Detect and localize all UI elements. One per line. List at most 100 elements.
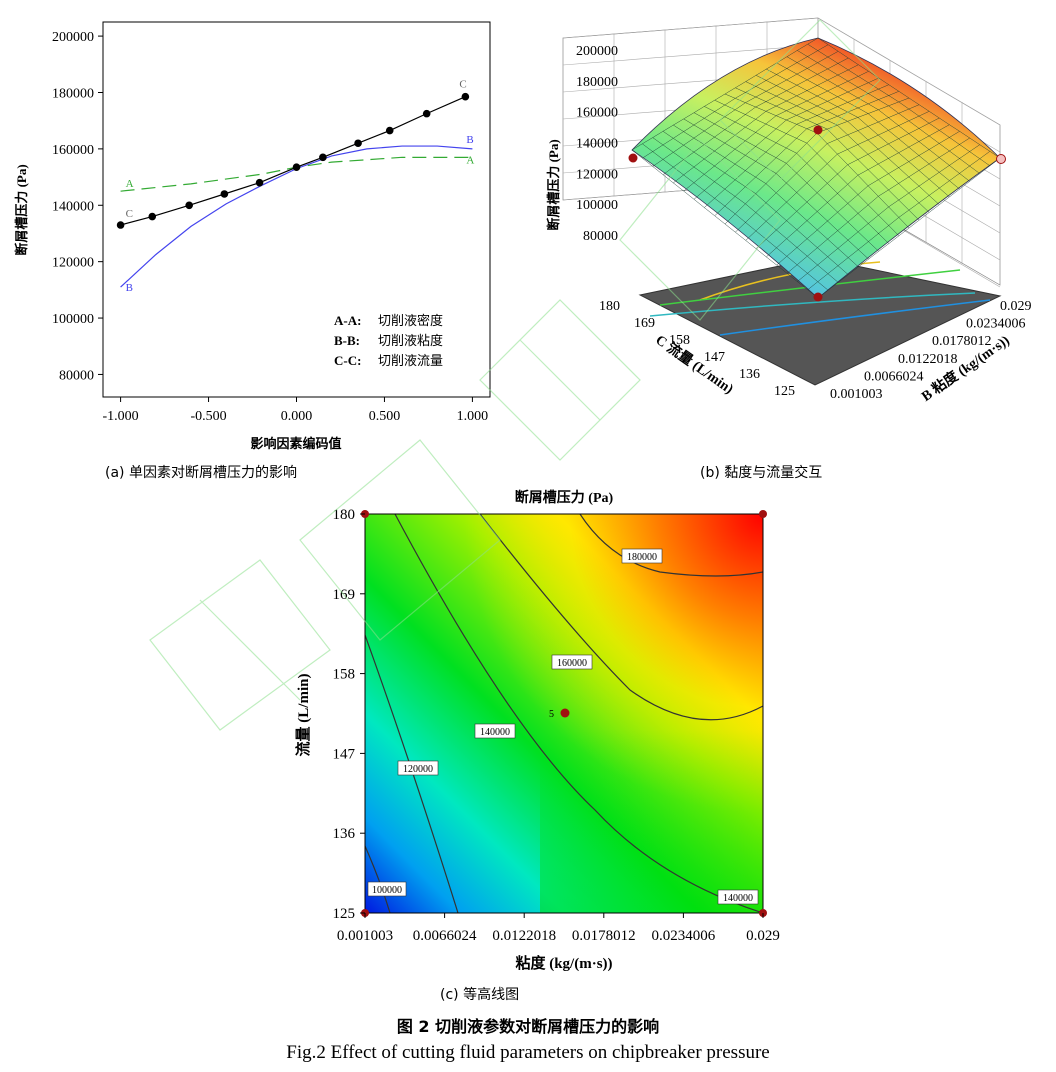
- b-xtick-label: 0.029: [1000, 299, 1032, 314]
- caption-a: (a) 单因素对断屑槽压力的影响: [105, 465, 297, 481]
- a-xtick-label: 0.500: [369, 409, 401, 424]
- b-ztick-label: 160000: [576, 106, 618, 121]
- a-series-point: [292, 163, 301, 172]
- a-series-point: [422, 109, 431, 118]
- b-xtick-label: 0.001003: [830, 387, 883, 402]
- b-ytick-label: 136: [739, 367, 760, 382]
- a-xtick-label: -1.000: [103, 409, 139, 424]
- chart-c: 100000 120000 140000 160000 180000 14000…: [294, 489, 780, 972]
- c-center-point: [560, 708, 570, 718]
- a-series-point: [385, 126, 394, 135]
- c-contour-labels: 100000 120000 140000 160000 180000 14000…: [367, 548, 759, 905]
- b-design-point: [813, 292, 823, 302]
- a-legend-key-2: C-C:: [334, 353, 361, 368]
- panel-c: 100000 120000 140000 160000 180000 14000…: [280, 480, 800, 980]
- c-contour-label: 120000: [403, 764, 433, 775]
- b-xtick-label: 0.0066024: [864, 369, 924, 384]
- a-series-point: [185, 201, 193, 210]
- a-series-label-start: A: [126, 178, 134, 190]
- a-series-label-end: B: [466, 134, 473, 146]
- panel-a: 80000 100000 120000 140000 160000 180000 20000…: [0, 0, 500, 460]
- c-xtick-label: 0.001003: [337, 928, 393, 944]
- a-series-point: [148, 212, 157, 221]
- a-ytick-label: 160000: [52, 143, 94, 158]
- a-series-point: [116, 221, 125, 229]
- caption-c: (c) 等高线图: [440, 987, 520, 1003]
- c-center-point-label: 5: [549, 709, 554, 720]
- a-xlabel: 影响因素编码值: [250, 436, 341, 451]
- a-ytick-label: 80000: [59, 368, 94, 383]
- c-ytick-label: 158: [333, 667, 356, 683]
- b-wall-gridline: [562, 17, 1001, 126]
- c-xtick-label: 0.0122018: [492, 928, 556, 944]
- a-series-line-A: [120, 156, 473, 192]
- c-ytick-label: 180: [333, 507, 356, 523]
- a-legend: A-A: 切削液密度 B-B: 切削液粘度 C-C: 切削液流量: [334, 313, 443, 368]
- b-mesh-line: [797, 144, 980, 282]
- a-ylabel: 断屑槽压力 (Pa): [14, 164, 29, 255]
- a-legend-label-1: 切削液粘度: [378, 333, 443, 348]
- a-legend-key-0: A-A:: [334, 313, 361, 328]
- a-legend-label-2: 切削液流量: [378, 353, 443, 368]
- c-xtick-label: 0.0178012: [572, 928, 636, 944]
- a-ytick-label: 200000: [52, 30, 94, 45]
- a-series-point: [461, 92, 470, 101]
- a-series-label-end: C: [459, 79, 466, 91]
- c-plot-frame: [364, 513, 764, 914]
- c-ytick-label: 136: [333, 826, 356, 842]
- a-xtick-label: -0.500: [190, 409, 226, 424]
- a-series-point: [255, 178, 264, 187]
- b-ztick-label: 100000: [576, 198, 618, 213]
- c-title: 断屑槽压力 (Pa): [515, 489, 614, 506]
- c-contour-label: 180000: [627, 552, 657, 563]
- a-series-point: [354, 139, 362, 148]
- c-xlabel: 粘度 (kg/(m·s)): [515, 954, 612, 972]
- a-xtick-label: 0.000: [281, 409, 313, 424]
- a-series-point: [319, 153, 327, 162]
- c-contour-label: 160000: [557, 658, 587, 669]
- c-design-point: [759, 510, 767, 518]
- b-ztick-label: 200000: [576, 44, 618, 59]
- b-zlabel: 断屑槽压力 (Pa): [546, 139, 561, 230]
- a-series-label-start: B: [126, 282, 133, 294]
- c-ylabel: 流量 (L/min): [294, 674, 312, 757]
- c-contour-label: 140000: [480, 727, 510, 738]
- b-ztick-label: 80000: [583, 229, 618, 244]
- a-series-point: [220, 190, 229, 198]
- b-ytick-label: 158: [669, 333, 690, 348]
- a-ytick-label: 100000: [52, 312, 94, 327]
- chart-b: 80000 100000 120000 140000 160000 180000 20000…: [546, 17, 1032, 405]
- a-ytick-label: 140000: [52, 199, 94, 214]
- caption-b: (b) 黏度与流量交互: [700, 465, 823, 481]
- figure-title-en: Fig.2 Effect of cutting fluid parameters…: [286, 1042, 770, 1063]
- b-xtick-label: 0.0178012: [932, 334, 992, 349]
- b-xtick-label: 0.0234006: [966, 317, 1026, 332]
- b-ytick-label: 169: [634, 316, 655, 331]
- c-xtick-label: 0.0234006: [652, 928, 716, 944]
- a-ytick-label: 180000: [52, 86, 94, 101]
- c-ytick-label: 147: [333, 746, 356, 762]
- a-series-label-start: C: [126, 208, 133, 220]
- c-xtick-label: 0.0066024: [413, 928, 477, 944]
- a-xtick-label: 1.000: [457, 409, 489, 424]
- a-legend-key-1: B-B:: [334, 333, 360, 348]
- b-ytick-label: 147: [704, 350, 725, 365]
- b-design-point: [996, 154, 1006, 164]
- b-design-point: [628, 153, 638, 163]
- a-series-line-C: [120, 96, 466, 226]
- figure-title-cn: 图 2 切削液参数对断屑槽压力的影响: [396, 1017, 660, 1036]
- b-ztick-label: 120000: [576, 167, 618, 182]
- c-ytick-label: 169: [333, 587, 356, 603]
- chart-a: 80000 100000 120000 140000 160000 180000 20000…: [14, 21, 491, 451]
- c-xtick-label: 0.029: [746, 928, 780, 944]
- b-ztick-label: 140000: [576, 137, 618, 152]
- a-legend-label-0: 切削液密度: [378, 313, 443, 328]
- panel-b: 80000 100000 120000 140000 160000 180000 20000…: [520, 0, 1056, 460]
- c-ytick-label: 125: [333, 906, 356, 922]
- b-ytick-label: 180: [599, 299, 620, 314]
- b-mesh-line: [786, 137, 970, 274]
- a-series-label-end: A: [466, 154, 474, 166]
- b-mesh-line: [807, 151, 991, 290]
- c-contour-label: 100000: [372, 885, 402, 896]
- b-ztick-label: 180000: [576, 75, 618, 90]
